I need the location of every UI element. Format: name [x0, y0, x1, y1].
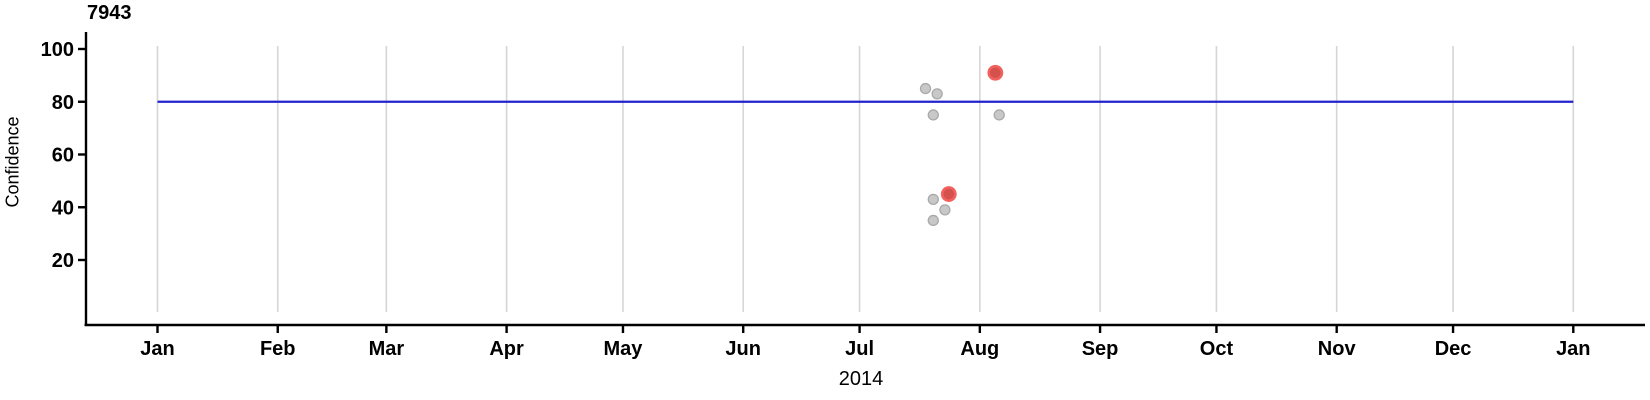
y-tick-label: 80	[52, 92, 74, 114]
y-tick-label: 40	[52, 197, 74, 219]
data-point	[939, 204, 951, 216]
data-point-highlighted	[987, 64, 1004, 81]
x-tick-label: Feb	[260, 338, 296, 360]
y-tick-label: 60	[52, 145, 74, 167]
chart-title: 7943	[87, 2, 132, 24]
x-tick-label: May	[604, 338, 644, 360]
data-point	[931, 88, 943, 100]
data-point	[993, 109, 1005, 121]
x-tick-label: Jun	[725, 338, 761, 360]
x-tick-label: Jan	[140, 338, 174, 360]
x-tick-label: Sep	[1082, 338, 1119, 360]
data-point	[927, 193, 939, 205]
x-tick-label: Mar	[369, 338, 405, 360]
data-point	[927, 214, 939, 227]
data-point	[919, 82, 932, 95]
x-axis-title: 2014	[838, 368, 884, 390]
x-tick-label: Nov	[1318, 338, 1357, 360]
y-tick-label: 20	[52, 250, 74, 272]
x-tick-label: Oct	[1200, 338, 1234, 360]
data-point-highlighted	[940, 186, 957, 202]
x-tick-label: Jul	[845, 338, 874, 360]
x-tick-label: Aug	[960, 338, 999, 360]
y-tick-label: 100	[41, 39, 74, 61]
x-tick-label: Jan	[1556, 338, 1590, 360]
data-point	[927, 109, 939, 121]
x-tick-label: Dec	[1435, 338, 1472, 360]
x-tick-label: Apr	[489, 338, 524, 360]
